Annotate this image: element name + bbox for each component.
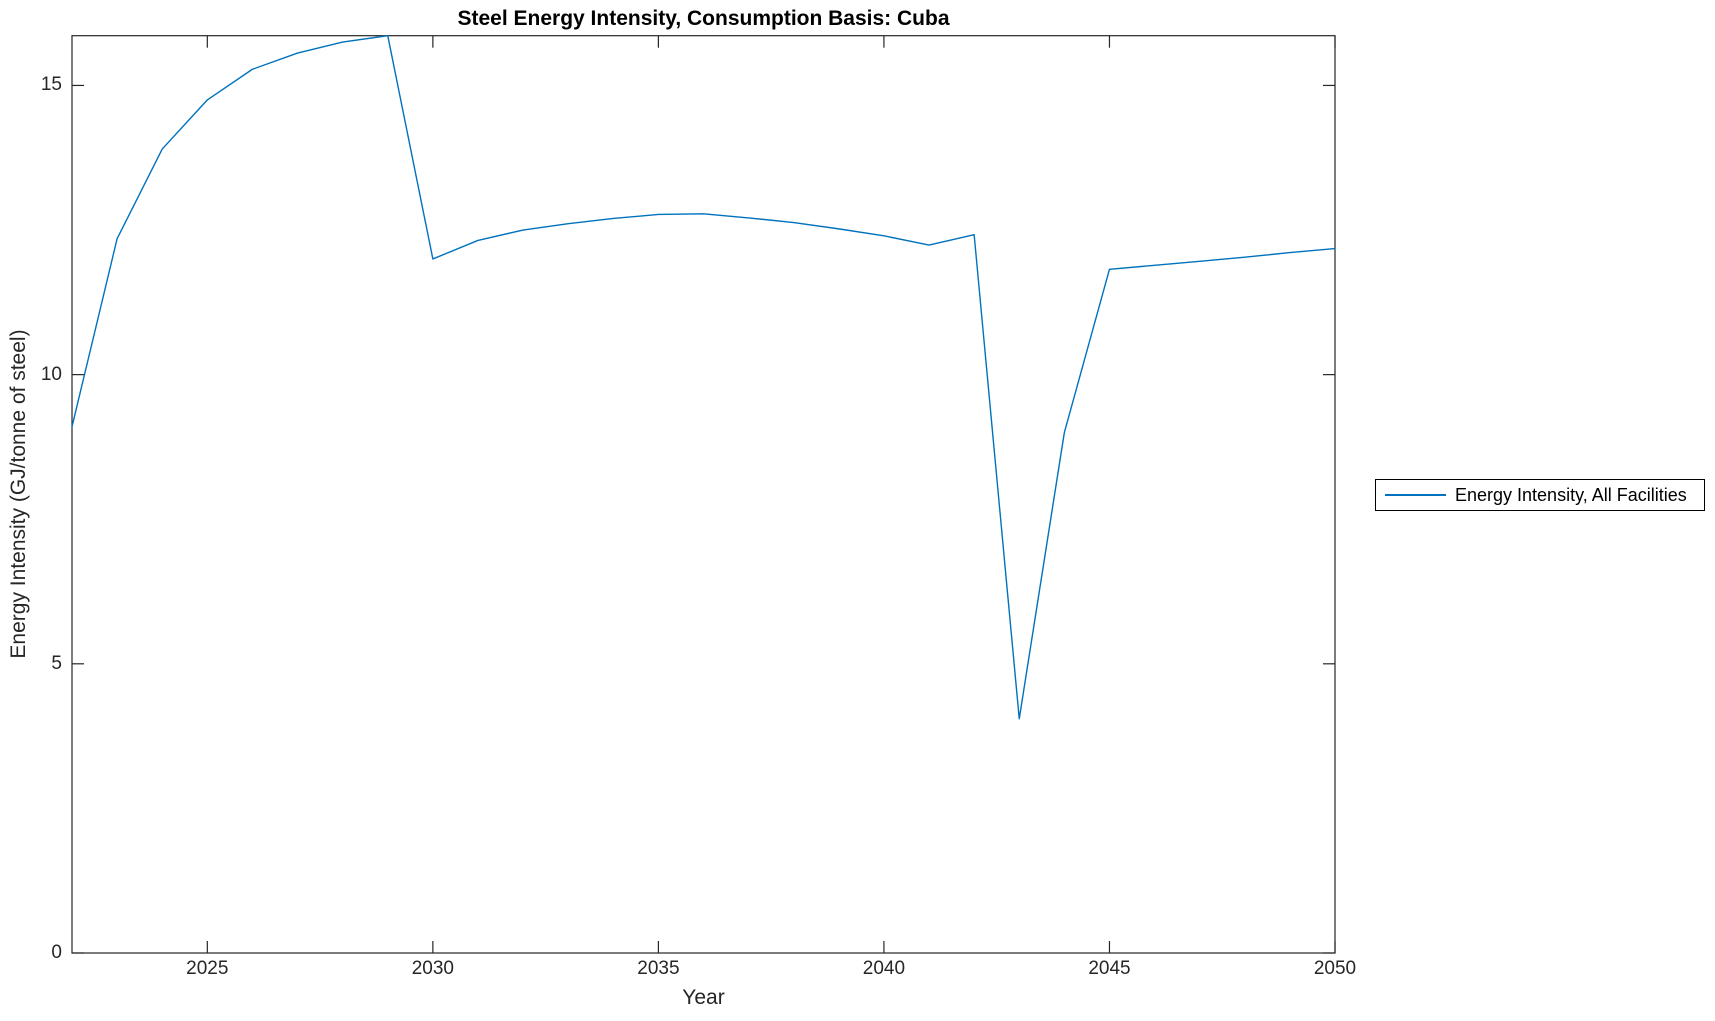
legend-item-label: Energy Intensity, All Facilities <box>1455 484 1687 505</box>
axes-box <box>71 35 1336 954</box>
x-tick-label: 2030 <box>411 958 454 979</box>
legend-box: Energy Intensity, All Facilities <box>1375 479 1705 511</box>
chart-title: Steel Energy Intensity, Consumption Basi… <box>457 7 950 30</box>
x-tick-label: 2035 <box>637 958 680 979</box>
x-tick-label: 2040 <box>862 958 906 979</box>
y-tick-label: 15 <box>40 74 62 96</box>
x-tick-label: 2050 <box>1313 958 1357 979</box>
y-tick-label: 10 <box>40 363 62 385</box>
x-tick-label: 2025 <box>186 958 229 979</box>
x-tick-label: 2045 <box>1088 958 1131 979</box>
y-tick-label: 5 <box>51 652 62 674</box>
x-axis-label: Year <box>682 986 725 1009</box>
y-tick-label: 0 <box>51 942 62 963</box>
data-line <box>71 35 1336 720</box>
legend-line-sample-icon <box>1385 494 1446 496</box>
